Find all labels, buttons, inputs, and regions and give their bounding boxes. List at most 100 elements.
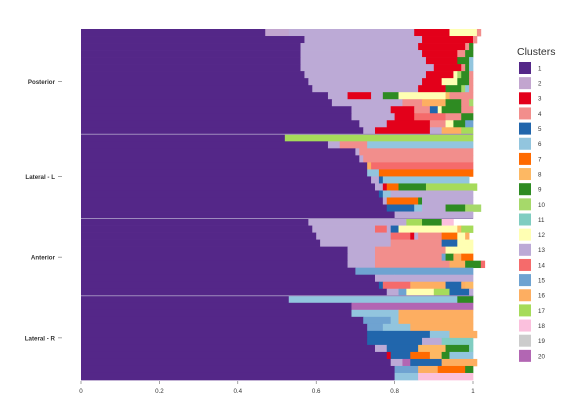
legend-label: 8 bbox=[538, 171, 542, 178]
legend-label: 4 bbox=[538, 111, 542, 118]
bar-segment-cluster-6 bbox=[469, 64, 474, 72]
legend-label: 6 bbox=[538, 141, 542, 148]
bar-segment-cluster-13 bbox=[469, 288, 474, 297]
bar-segment-cluster-9 bbox=[461, 113, 474, 121]
bar-segment-cluster-4 bbox=[414, 106, 431, 114]
x-tick-label: 0.8 bbox=[390, 388, 399, 395]
bar-segment-cluster-13 bbox=[300, 43, 419, 51]
bar-segment-cluster-15 bbox=[465, 120, 474, 128]
legend-title: Clusters bbox=[517, 46, 556, 58]
x-tick-label: 0.6 bbox=[312, 388, 321, 395]
bar-segment-cluster-4 bbox=[469, 71, 474, 79]
bar-segment-cluster-16 bbox=[410, 323, 474, 332]
bar-segment-cluster-1 bbox=[81, 302, 352, 311]
legend-label: 1 bbox=[538, 65, 542, 72]
bar-segment-cluster-7 bbox=[386, 183, 399, 191]
bar-segment-cluster-1 bbox=[81, 344, 376, 353]
bar-segment-cluster-6 bbox=[429, 330, 450, 339]
bar-segment-cluster-9 bbox=[465, 64, 470, 72]
bar-segment-cluster-17 bbox=[461, 127, 474, 135]
legend-label: 12 bbox=[538, 232, 545, 239]
bar-segment-cluster-1 bbox=[81, 190, 380, 198]
bar-segment-cluster-13 bbox=[422, 197, 474, 205]
bar-segment-cluster-4 bbox=[461, 106, 474, 114]
bar-segment-cluster-14 bbox=[382, 281, 411, 290]
bar-segment-cluster-6 bbox=[390, 316, 399, 325]
bar-segment-cluster-4 bbox=[469, 78, 474, 86]
bar-segment-cluster-6 bbox=[382, 176, 470, 184]
bar-segment-cluster-3 bbox=[390, 106, 415, 114]
y-axis-group-labels: Posterior Lateral - L Anterior Lateral - R bbox=[25, 79, 62, 342]
bar-segment-cluster-1 bbox=[81, 183, 376, 191]
bar-segment-cluster-17 bbox=[406, 218, 423, 226]
bar-segment-cluster-17 bbox=[425, 183, 478, 191]
bar-segment-cluster-13 bbox=[414, 232, 419, 240]
bar-segment-cluster-3 bbox=[433, 64, 462, 72]
legend-swatch-cluster-16 bbox=[519, 289, 531, 302]
bar-segment-cluster-4 bbox=[375, 253, 442, 262]
bars-layer bbox=[81, 29, 486, 381]
bar-segment-cluster-6 bbox=[288, 295, 458, 304]
bar-segment-cluster-1 bbox=[81, 309, 352, 318]
bar-segment-cluster-13 bbox=[359, 155, 364, 163]
bar-segment-cluster-3 bbox=[418, 43, 466, 51]
bar-segment-cluster-15 bbox=[355, 267, 474, 276]
bar-segment-cluster-1 bbox=[81, 358, 392, 367]
bar-segment-cluster-5 bbox=[378, 281, 384, 290]
bar-segment-cluster-13 bbox=[375, 344, 388, 353]
bar-segment-cluster-1 bbox=[81, 197, 384, 205]
legend-label: 13 bbox=[538, 247, 545, 254]
bar-segment-cluster-16 bbox=[449, 330, 478, 339]
bar-segment-cluster-6 bbox=[469, 57, 474, 65]
bar-segment-cluster-4 bbox=[402, 99, 423, 107]
bar-segment-cluster-4 bbox=[457, 50, 466, 58]
bar-segment-cluster-3 bbox=[414, 29, 450, 37]
legend-label: 10 bbox=[538, 202, 545, 209]
bar-segment-cluster-13 bbox=[347, 260, 376, 269]
legend-swatch-cluster-9 bbox=[519, 183, 531, 196]
bar-segment-cluster-4 bbox=[359, 148, 474, 156]
bar-segment-cluster-3 bbox=[418, 85, 446, 93]
bar-segment-cluster-9 bbox=[445, 99, 462, 107]
bar-segment-cluster-12 bbox=[437, 106, 442, 114]
bar-segment-cluster-4 bbox=[418, 232, 442, 240]
bar-segment-cluster-1 bbox=[81, 204, 388, 212]
bar-segment-cluster-9 bbox=[445, 253, 454, 262]
bar-segment-cluster-9 bbox=[398, 183, 427, 191]
bar-segment-cluster-13 bbox=[390, 190, 474, 198]
bar-segment-cluster-13 bbox=[359, 120, 388, 128]
bar-segment-cluster-10 bbox=[457, 71, 462, 79]
bar-segment-cluster-1 bbox=[81, 92, 329, 100]
legend-swatch-cluster-12 bbox=[519, 228, 531, 241]
bar-segment-cluster-1 bbox=[81, 78, 309, 86]
legend-label: 11 bbox=[538, 217, 545, 224]
bar-segment-cluster-16 bbox=[441, 358, 478, 367]
bar-segment-cluster-5 bbox=[441, 239, 458, 247]
bar-segment-cluster-3 bbox=[347, 92, 372, 100]
bar-segment-cluster-3 bbox=[382, 183, 388, 191]
bar-segment-cluster-5 bbox=[367, 330, 431, 339]
bar-segment-cluster-5 bbox=[386, 204, 415, 212]
bar-segment-cluster-8 bbox=[429, 351, 442, 360]
bar-segment-cluster-7 bbox=[461, 253, 474, 262]
bar-segment-cluster-16 bbox=[398, 316, 474, 325]
bar-segment-cluster-7 bbox=[386, 197, 419, 205]
bar-segment-cluster-1 bbox=[81, 260, 348, 269]
bar-segment-cluster-9 bbox=[461, 71, 470, 79]
bar-segment-cluster-1 bbox=[81, 134, 286, 142]
bar-segment-cluster-6 bbox=[394, 372, 419, 381]
bar-segment-cluster-5 bbox=[449, 288, 470, 297]
bar-segment-cluster-1 bbox=[81, 99, 333, 107]
x-tick-label: 1 bbox=[471, 388, 475, 395]
legend-label: 16 bbox=[538, 293, 545, 300]
bar-segment-cluster-1 bbox=[81, 288, 388, 297]
bar-segment-cluster-20 bbox=[402, 358, 411, 367]
bar-segment-cluster-13 bbox=[312, 225, 376, 233]
bar-segment-cluster-7 bbox=[378, 169, 474, 177]
bar-segment-cluster-3 bbox=[375, 127, 431, 135]
bar-segment-cluster-1 bbox=[81, 169, 368, 177]
bar-segment-cluster-13 bbox=[347, 253, 376, 262]
bar-segment-cluster-1 bbox=[81, 176, 372, 184]
bar-segment-cluster-1 bbox=[81, 281, 380, 290]
bar-segment-cluster-13 bbox=[304, 36, 423, 44]
